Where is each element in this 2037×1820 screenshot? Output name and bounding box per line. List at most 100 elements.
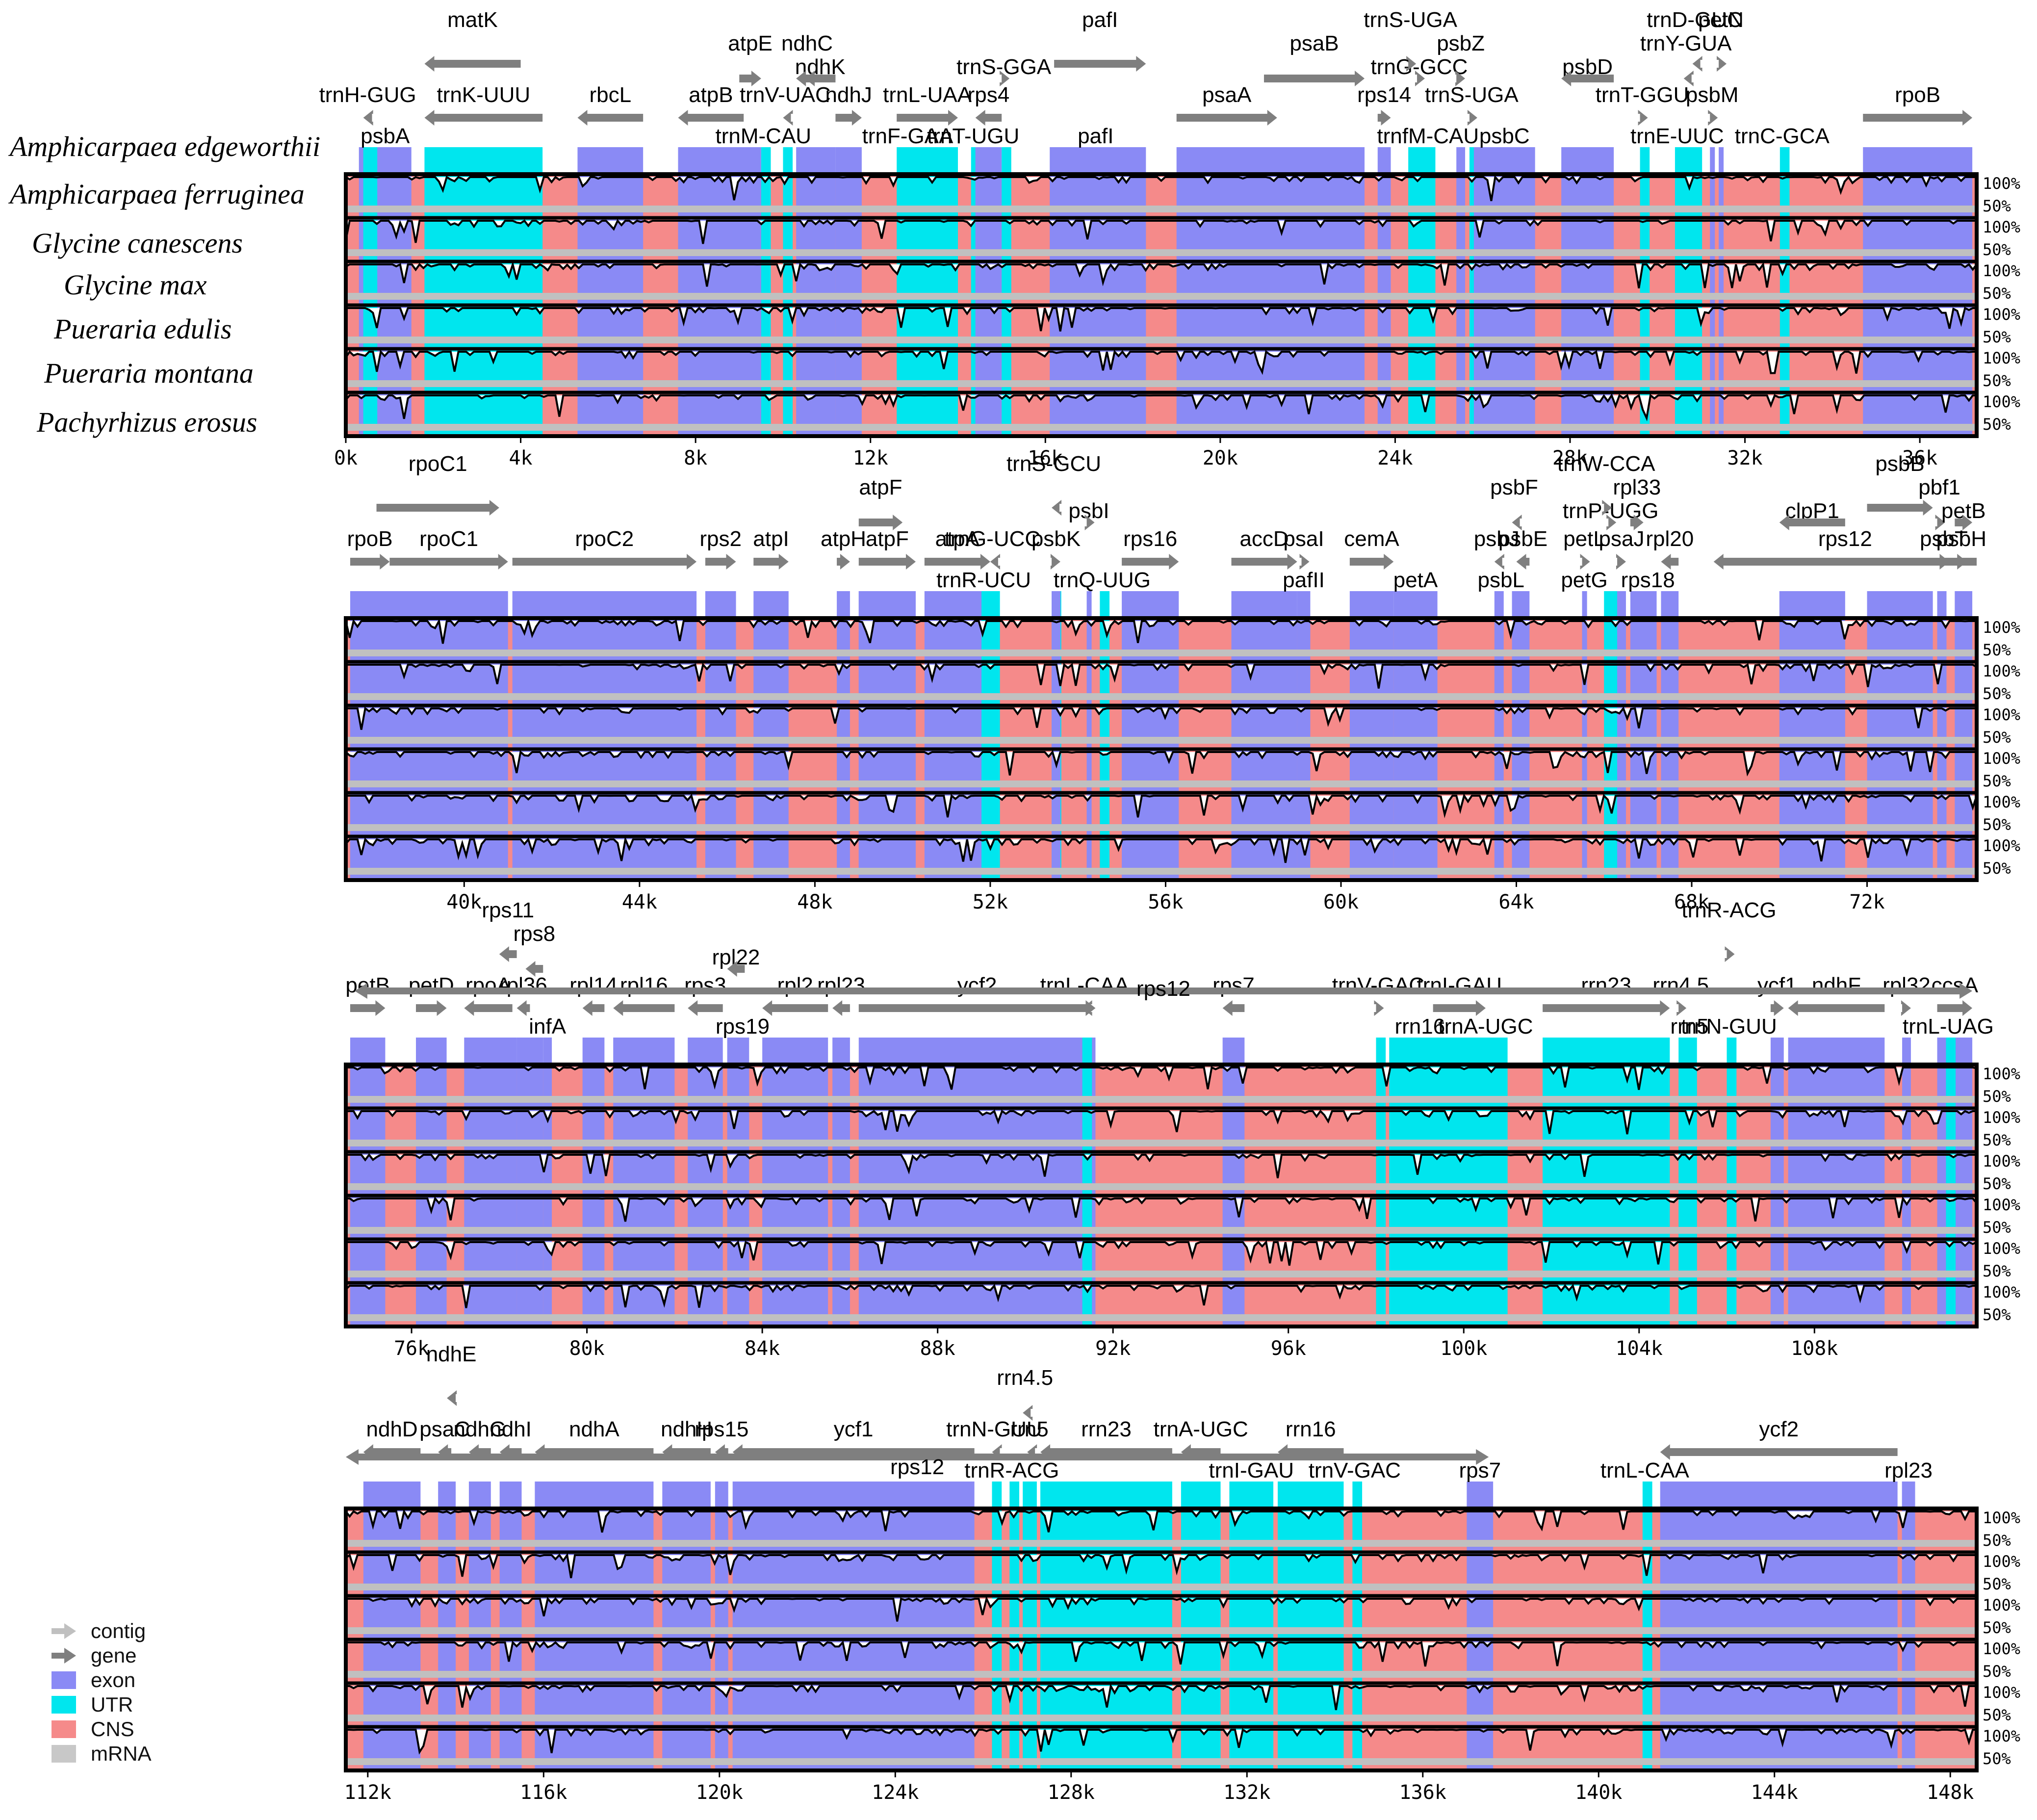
percent-100-label: 100% [1983,392,2020,411]
percent-100-label: 100% [1983,261,2020,280]
identity-curve [346,306,1977,332]
gene-label: atpF [866,527,909,551]
gene-arrow [1050,554,1060,570]
identity-curve [345,750,1977,777]
exon-block [512,591,697,617]
gene-label: trnY-GUA [1640,31,1732,55]
exon-block [1377,147,1391,173]
exon-block [582,1038,605,1063]
utr-block [1229,1482,1274,1507]
gene-arrow [1788,1000,1885,1016]
species-label: Glycine canescens [32,227,243,259]
identity-curve [346,1596,1977,1622]
cns-legend-swatch [52,1720,76,1738]
exon-block [835,147,862,173]
gene-arrow [1561,71,1614,86]
exon-block [525,1038,543,1063]
percent-100-label: 100% [1983,1239,2020,1258]
exon-block [468,1482,491,1507]
exon-block [736,1038,749,1063]
gene-label: trnE-UUC [1630,124,1724,148]
gene-label: trnS-UGA [1364,8,1457,32]
percent-100-label: 100% [1983,618,2020,637]
utr-block [761,147,771,173]
gene-arrow [1054,56,1146,72]
gene-label: psaJ [1599,527,1645,551]
exon-block [1052,591,1060,617]
exon-block [688,1038,723,1063]
axis-tick-label: 56k [1148,891,1183,913]
gene-label: psaB [1289,31,1339,55]
exon-block [1902,1482,1915,1507]
percent-50-label: 50% [1983,284,2011,303]
gene-arrow [1512,515,1522,530]
gene-arrow [924,554,990,570]
gene-arrow [516,1000,530,1016]
identity-curve [345,1109,1977,1135]
gene-arrow [1661,554,1679,570]
exon-block [1719,147,1724,173]
gene-label: rps8 [514,922,556,946]
exon-block [1054,147,1146,173]
gene-label: cemA [1344,527,1399,551]
percent-100-label: 100% [1983,349,2020,367]
exon-block [1639,591,1657,617]
percent-100-label: 100% [1983,749,2020,768]
gene-label: ycf2 [1759,1417,1799,1441]
gene-arrow [525,961,543,977]
percent-50-label: 50% [1983,415,2011,434]
gene-arrow [1863,110,1973,126]
gene-label: pbf1 [1918,475,1960,499]
exon-block [858,591,916,617]
exon-block [1301,591,1307,617]
exon-block [499,1482,522,1507]
exon-block [535,1482,654,1507]
percent-50-label: 50% [1983,772,2011,790]
percent-50-label: 50% [1983,728,2011,747]
identity-gap-fill [346,1642,1977,1666]
exon-block [832,1038,850,1063]
legend-label: mRNA [91,1742,152,1765]
gene-label: trnV-UAC [740,83,831,107]
gene-arrow [1176,110,1277,126]
percent-100-label: 100% [1983,1727,2020,1745]
percent-100-label: 100% [1983,1596,2020,1614]
percent-50-label: 50% [1983,641,2011,659]
gene-arrow [424,56,521,72]
gene-arrow [1660,1444,1898,1460]
gene-arrow [1374,1000,1384,1016]
alignment-panels: 100% 50% 100% 50% 100% 50% 100% 50% 100% 50% 100% 5… [319,8,2020,1804]
gene-arrow [688,1000,723,1016]
axis-tick-label: 148k [1927,1781,1974,1804]
gene-arrow [975,110,1002,126]
percent-100-label: 100% [1983,174,2020,193]
species-label: Amphicarpaea edgeworthii [8,130,320,162]
gene-label: rps7 [1459,1458,1501,1482]
axis-tick-label: 132k [1223,1781,1270,1804]
exon-block [804,147,836,173]
identity-curve [345,1508,1977,1533]
gene-arrow [1683,71,1694,86]
exon-block [1617,591,1626,617]
gene-label: rpoC2 [575,527,634,551]
identity-gap-fill [346,839,1977,863]
gene-arrow [1602,500,1612,516]
exon-block [1222,1038,1245,1063]
percent-50-label: 50% [1983,859,2011,878]
identity-curve [345,393,1977,421]
gene-label: psbK [1031,527,1081,551]
utr-block [1642,1482,1652,1507]
gene-arrow [350,1000,386,1016]
exon-block [1660,1482,1898,1507]
gene-label: ycf1 [834,1417,874,1441]
gene-arrow [739,71,761,86]
gene-label: petL [1563,527,1605,551]
utr-block [424,147,543,173]
exon-block [1176,147,1277,173]
gene-label: rps15 [695,1417,748,1441]
exon-block [1473,147,1535,173]
utr-block [1278,1482,1344,1507]
identity-gap-fill [346,264,1977,288]
gene-arrow [762,1000,828,1016]
